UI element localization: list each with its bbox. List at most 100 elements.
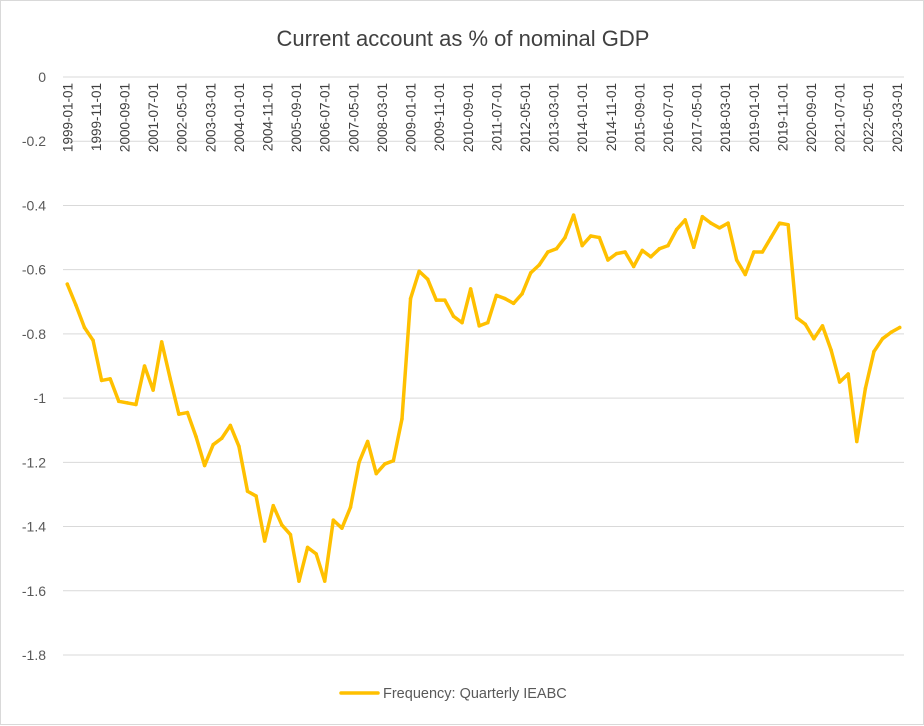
data-point bbox=[322, 579, 327, 583]
data-point bbox=[331, 518, 336, 522]
data-point bbox=[872, 349, 876, 354]
data-point bbox=[657, 247, 662, 251]
data-point bbox=[99, 378, 104, 383]
data-point bbox=[237, 444, 241, 449]
data-point bbox=[760, 250, 765, 254]
x-tick-label: 2014-11-01 bbox=[604, 83, 619, 151]
data-point bbox=[297, 579, 301, 583]
data-point bbox=[743, 272, 747, 277]
data-point bbox=[666, 243, 670, 248]
data-point bbox=[837, 380, 842, 384]
data-point bbox=[142, 364, 147, 368]
data-point bbox=[408, 296, 413, 301]
data-point bbox=[305, 545, 310, 550]
y-tick-label: -1.8 bbox=[22, 647, 46, 663]
data-point bbox=[717, 226, 722, 230]
y-tick-label: -1.2 bbox=[22, 454, 46, 470]
data-point bbox=[726, 221, 730, 225]
data-point bbox=[451, 314, 456, 318]
data-point bbox=[262, 539, 267, 543]
data-point bbox=[425, 277, 430, 282]
x-tick-label: 2019-01-01 bbox=[747, 83, 762, 152]
x-tick-label: 2021-07-01 bbox=[833, 83, 848, 152]
y-tick-label: -0.6 bbox=[22, 262, 46, 278]
data-point bbox=[897, 325, 902, 330]
x-tick-label: 2000-09-01 bbox=[118, 83, 133, 152]
y-tick-label: -1.6 bbox=[22, 583, 46, 599]
data-point bbox=[820, 324, 825, 328]
x-tick-label: 2001-07-01 bbox=[146, 83, 161, 152]
data-point bbox=[631, 264, 636, 269]
data-point bbox=[511, 301, 516, 306]
data-point bbox=[228, 423, 233, 428]
y-tick-label: -1.4 bbox=[22, 519, 46, 535]
data-point bbox=[752, 250, 756, 254]
data-point bbox=[220, 436, 224, 440]
y-tick-label: 0 bbox=[38, 69, 46, 85]
data-point bbox=[623, 250, 627, 254]
x-tick-label: 2012-05-01 bbox=[518, 83, 533, 152]
series-layer bbox=[65, 213, 902, 583]
y-tick-label: -0.8 bbox=[22, 326, 46, 342]
data-point bbox=[563, 235, 567, 240]
data-point bbox=[117, 399, 121, 404]
data-point bbox=[460, 320, 464, 325]
x-tick-label: 2009-11-01 bbox=[432, 83, 447, 151]
data-point bbox=[537, 263, 542, 267]
data-point bbox=[417, 269, 421, 274]
data-point bbox=[503, 296, 507, 301]
data-point bbox=[803, 322, 808, 327]
data-point bbox=[357, 460, 361, 465]
data-point bbox=[288, 532, 293, 537]
data-point bbox=[794, 316, 799, 320]
y-axis-ticks: 0 -0.2 -0.4 -0.6 -0.8 -1 -1.2 -1.4 -1.6 -1.8 bbox=[22, 69, 46, 663]
data-point bbox=[400, 417, 404, 421]
x-tick-label: 2017-05-01 bbox=[690, 83, 705, 152]
data-point bbox=[374, 471, 378, 476]
x-tick-label: 2006-07-01 bbox=[318, 83, 333, 152]
data-point bbox=[82, 325, 87, 330]
data-point bbox=[889, 330, 893, 335]
data-point bbox=[159, 340, 164, 344]
data-point bbox=[786, 222, 790, 227]
x-tick-label: 2022-05-01 bbox=[861, 83, 876, 152]
data-point bbox=[649, 255, 653, 259]
y-tick-label: -1 bbox=[34, 390, 47, 406]
data-point bbox=[494, 293, 499, 298]
data-point bbox=[777, 221, 782, 225]
y-tick-label: -0.2 bbox=[22, 133, 46, 149]
data-point bbox=[700, 214, 705, 219]
data-point bbox=[734, 258, 739, 262]
data-point bbox=[597, 235, 602, 240]
data-point bbox=[314, 552, 318, 556]
x-tick-label: 2023-03-01 bbox=[890, 83, 905, 152]
x-tick-label: 2010-09-01 bbox=[461, 83, 476, 152]
x-tick-label: 2020-09-01 bbox=[804, 83, 819, 152]
x-tick-label: 2002-05-01 bbox=[175, 83, 190, 152]
x-tick-label: 2014-01-01 bbox=[575, 83, 590, 152]
data-point bbox=[177, 412, 181, 416]
data-point bbox=[846, 372, 850, 376]
data-point bbox=[640, 248, 645, 253]
data-point bbox=[829, 348, 833, 352]
data-point bbox=[254, 494, 258, 498]
x-tick-label: 2018-03-01 bbox=[718, 83, 733, 152]
x-tick-label: 2019-11-01 bbox=[775, 83, 790, 151]
y-tick-label: -0.4 bbox=[22, 197, 46, 213]
data-point bbox=[863, 386, 868, 391]
gridlines bbox=[63, 76, 904, 656]
data-point bbox=[340, 526, 344, 530]
x-tick-label: 2003-03-01 bbox=[203, 83, 218, 152]
x-tick-label: 2016-07-01 bbox=[661, 83, 676, 152]
data-point bbox=[709, 221, 713, 225]
data-point bbox=[348, 505, 353, 510]
data-point bbox=[74, 303, 78, 307]
data-point bbox=[134, 402, 138, 407]
x-tick-label: 2007-05-01 bbox=[346, 83, 361, 152]
x-tick-label: 1999-01-01 bbox=[60, 83, 75, 152]
data-point bbox=[477, 324, 481, 328]
x-tick-label: 2004-01-01 bbox=[232, 83, 247, 152]
x-tick-label: 2005-09-01 bbox=[289, 83, 304, 152]
